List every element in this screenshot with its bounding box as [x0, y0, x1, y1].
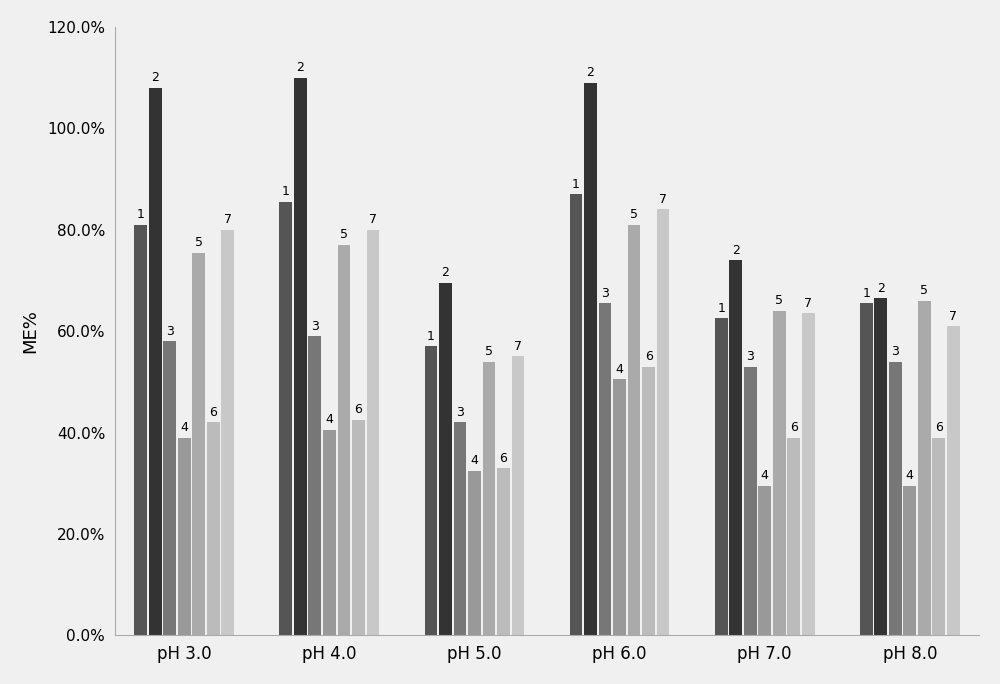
Bar — [483, 362, 495, 635]
Bar — [802, 313, 815, 635]
Text: 4: 4 — [616, 363, 624, 376]
Bar — [425, 346, 437, 635]
Bar — [497, 468, 510, 635]
Text: 6: 6 — [209, 406, 217, 419]
Text: 2: 2 — [877, 282, 885, 295]
Bar — [338, 245, 350, 635]
Bar — [352, 420, 365, 635]
Bar — [367, 230, 379, 635]
Bar — [192, 252, 205, 635]
Text: 6: 6 — [645, 350, 653, 363]
Bar — [512, 356, 524, 635]
Text: 2: 2 — [296, 61, 304, 74]
Text: 4: 4 — [180, 421, 188, 434]
Text: 6: 6 — [354, 404, 362, 417]
Text: 1: 1 — [137, 208, 145, 221]
Bar — [584, 83, 597, 635]
Text: 3: 3 — [456, 406, 464, 419]
Text: 3: 3 — [891, 345, 899, 358]
Bar — [134, 224, 147, 635]
Bar — [628, 224, 640, 635]
Text: 7: 7 — [369, 213, 377, 226]
Bar — [918, 301, 931, 635]
Bar — [889, 362, 902, 635]
Bar — [715, 319, 728, 635]
Bar — [599, 303, 611, 635]
Bar — [163, 341, 176, 635]
Bar — [613, 380, 626, 635]
Text: 3: 3 — [746, 350, 754, 363]
Bar — [947, 326, 960, 635]
Bar — [294, 77, 307, 635]
Bar — [207, 423, 220, 635]
Bar — [903, 486, 916, 635]
Bar — [744, 367, 757, 635]
Bar — [657, 209, 669, 635]
Text: 5: 5 — [920, 284, 928, 297]
Text: 4: 4 — [471, 454, 478, 467]
Bar — [642, 367, 655, 635]
Bar — [468, 471, 481, 635]
Bar — [454, 423, 466, 635]
Text: 4: 4 — [906, 469, 914, 482]
Text: 2: 2 — [587, 66, 594, 79]
Bar — [874, 298, 887, 635]
Text: 3: 3 — [311, 319, 319, 332]
Text: 7: 7 — [949, 310, 957, 323]
Bar — [308, 337, 321, 635]
Bar — [149, 88, 162, 635]
Text: 6: 6 — [500, 451, 507, 464]
Bar — [860, 303, 873, 635]
Text: 7: 7 — [659, 193, 667, 206]
Bar — [323, 430, 336, 635]
Text: 5: 5 — [485, 345, 493, 358]
Text: 6: 6 — [935, 421, 943, 434]
Text: 6: 6 — [790, 421, 798, 434]
Text: 7: 7 — [804, 297, 812, 310]
Text: 4: 4 — [761, 469, 769, 482]
Text: 5: 5 — [195, 236, 203, 249]
Bar — [178, 438, 191, 635]
Bar — [570, 194, 582, 635]
Text: 5: 5 — [630, 208, 638, 221]
Text: 3: 3 — [601, 287, 609, 300]
Bar — [787, 438, 800, 635]
Bar — [758, 486, 771, 635]
Bar — [221, 230, 234, 635]
Bar — [439, 283, 452, 635]
Text: 1: 1 — [717, 302, 725, 315]
Text: 1: 1 — [862, 287, 870, 300]
Text: 5: 5 — [340, 228, 348, 241]
Bar — [932, 438, 945, 635]
Text: 1: 1 — [572, 178, 580, 191]
Text: 1: 1 — [427, 330, 435, 343]
Text: 2: 2 — [732, 244, 740, 256]
Text: 7: 7 — [224, 213, 232, 226]
Text: 1: 1 — [282, 185, 290, 198]
Y-axis label: ME%: ME% — [21, 309, 39, 353]
Bar — [729, 260, 742, 635]
Text: 3: 3 — [166, 325, 174, 338]
Bar — [279, 202, 292, 635]
Text: 2: 2 — [151, 71, 159, 84]
Text: 7: 7 — [514, 340, 522, 353]
Text: 2: 2 — [442, 266, 449, 279]
Bar — [773, 311, 786, 635]
Text: 4: 4 — [325, 414, 333, 427]
Text: 5: 5 — [775, 294, 783, 307]
